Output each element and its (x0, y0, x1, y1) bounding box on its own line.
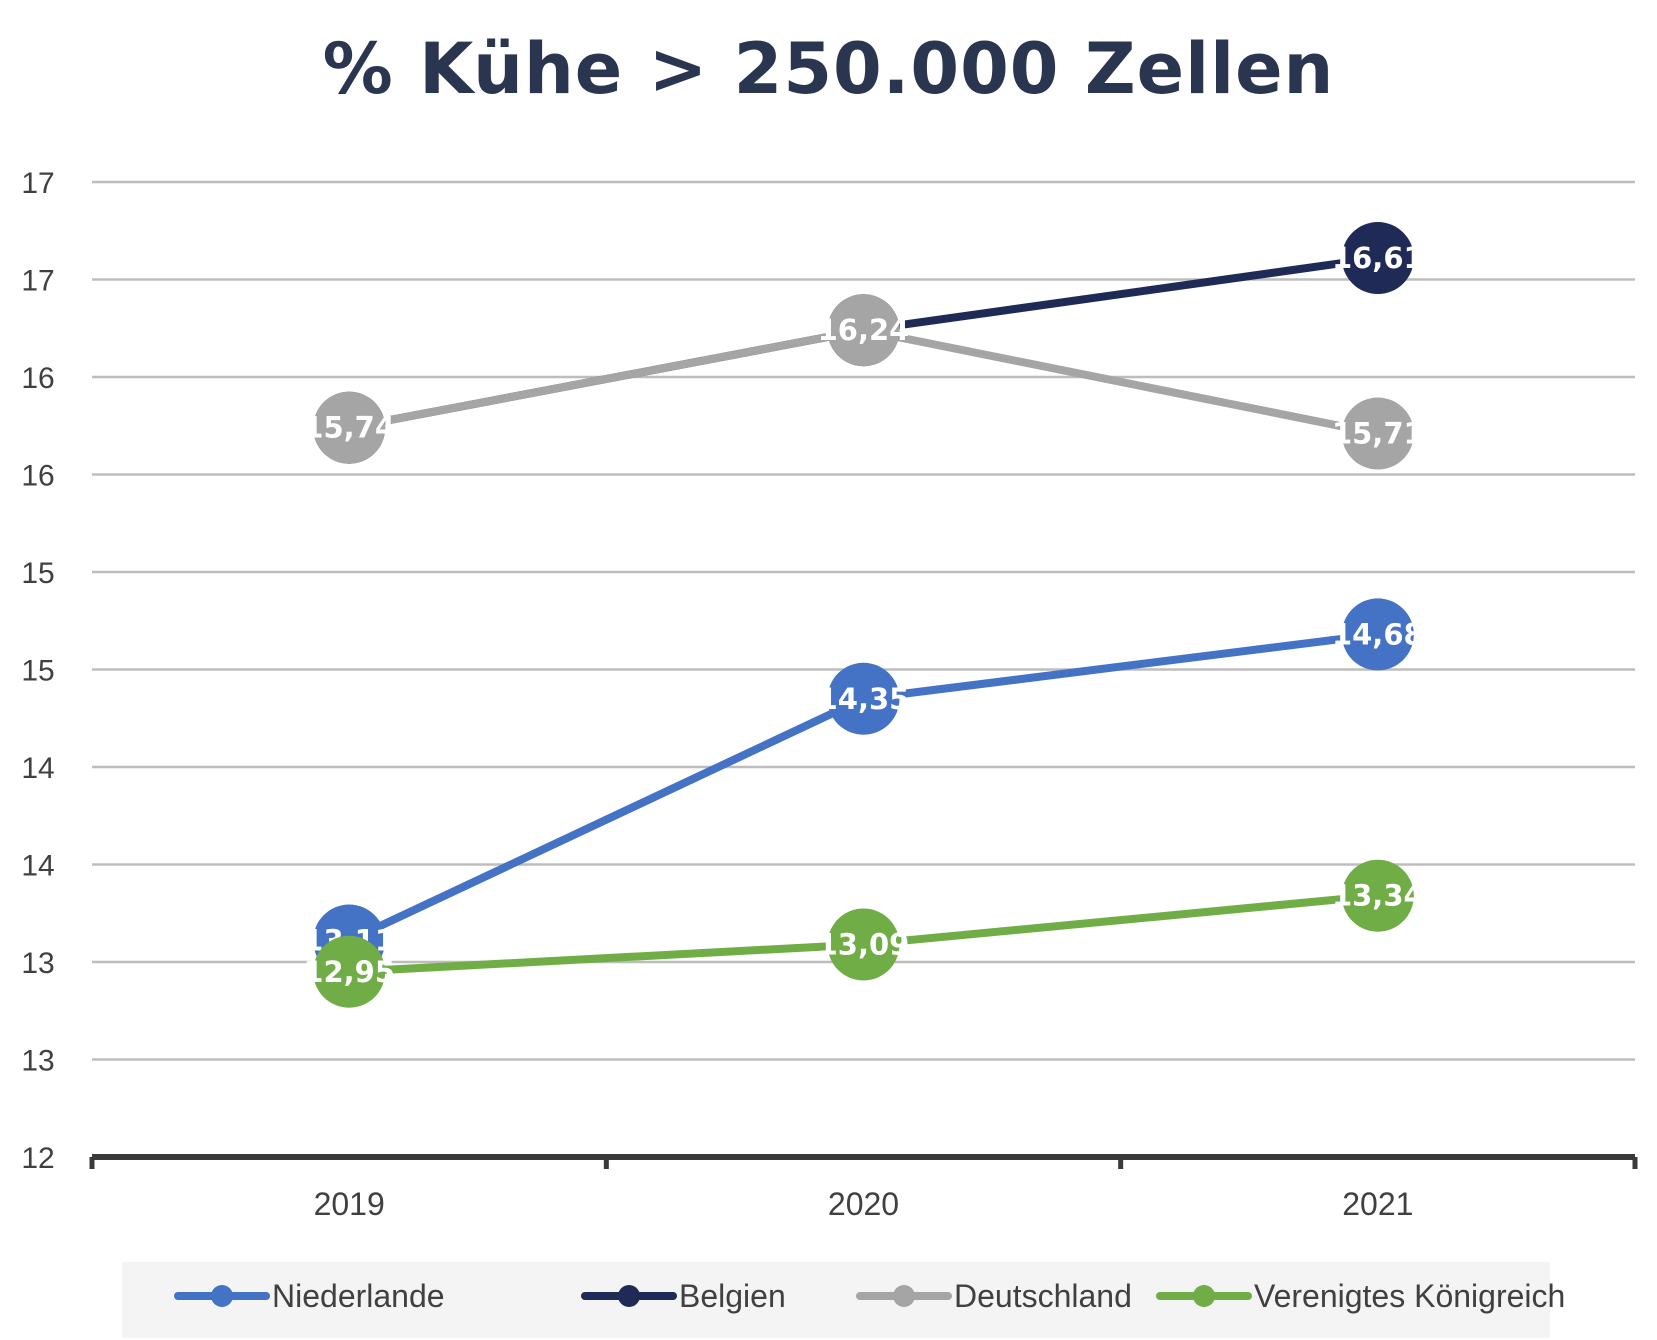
data-label: 16,61 (1332, 241, 1424, 275)
legend-marker (618, 1285, 640, 1307)
legend-background (122, 1262, 1550, 1338)
data-point (1341, 222, 1414, 295)
y-tick-label: 17 (21, 167, 54, 200)
data-point (313, 935, 386, 1008)
legend-marker (211, 1285, 233, 1307)
x-tick-label: 2020 (828, 1186, 899, 1222)
legend: Niederlande Belgien Deutschland Verenigtes … (122, 1262, 1565, 1338)
y-tick-label: 17 (21, 265, 54, 298)
y-tick-label: 14 (21, 850, 54, 883)
data-point (1341, 598, 1414, 671)
legend-label: Deutschland (954, 1278, 1132, 1314)
data-point (827, 294, 900, 367)
x-axis: 2019 2020 2021 (89, 1154, 1638, 1222)
data-label: 13,09 (818, 927, 910, 961)
data-label: 14,68 (1332, 617, 1424, 651)
data-label: 12,95 (303, 955, 395, 989)
legend-label: Verenigtes Königreich (1254, 1278, 1565, 1314)
data-label: 16,24 (818, 313, 910, 347)
y-tick-label: 15 (21, 557, 54, 590)
data-label: 15,71 (1332, 417, 1424, 451)
y-tick-label: 13 (21, 1045, 54, 1078)
legend-marker (1193, 1285, 1215, 1307)
legend-label: Belgien (679, 1278, 786, 1314)
legend-label: Niederlande (272, 1278, 445, 1314)
y-tick-label: 16 (21, 460, 54, 493)
y-tick-label: 12 (21, 1142, 54, 1175)
series-markers: 16,6115,7416,2415,7113,1114,3514,6812,95… (303, 222, 1424, 1008)
x-tick-label: 2019 (314, 1186, 385, 1222)
data-point (827, 908, 900, 981)
data-label: 13,34 (1332, 879, 1424, 913)
y-tick-label: 13 (21, 947, 54, 980)
data-point (1341, 859, 1414, 932)
chart-title: % Kühe > 250.000 Zellen (322, 28, 1335, 110)
x-tick-label: 2021 (1342, 1186, 1413, 1222)
data-point (1341, 397, 1414, 470)
y-tick-label: 16 (21, 362, 54, 395)
data-label: 14,35 (818, 682, 910, 716)
data-label: 15,74 (303, 411, 395, 445)
y-axis: 12 13 13 14 14 15 15 16 16 17 17 (21, 167, 54, 1175)
y-tick-label: 15 (21, 655, 54, 688)
y-tick-label: 14 (21, 752, 54, 785)
data-point (313, 391, 386, 464)
legend-marker (893, 1285, 915, 1307)
data-point (827, 662, 900, 735)
